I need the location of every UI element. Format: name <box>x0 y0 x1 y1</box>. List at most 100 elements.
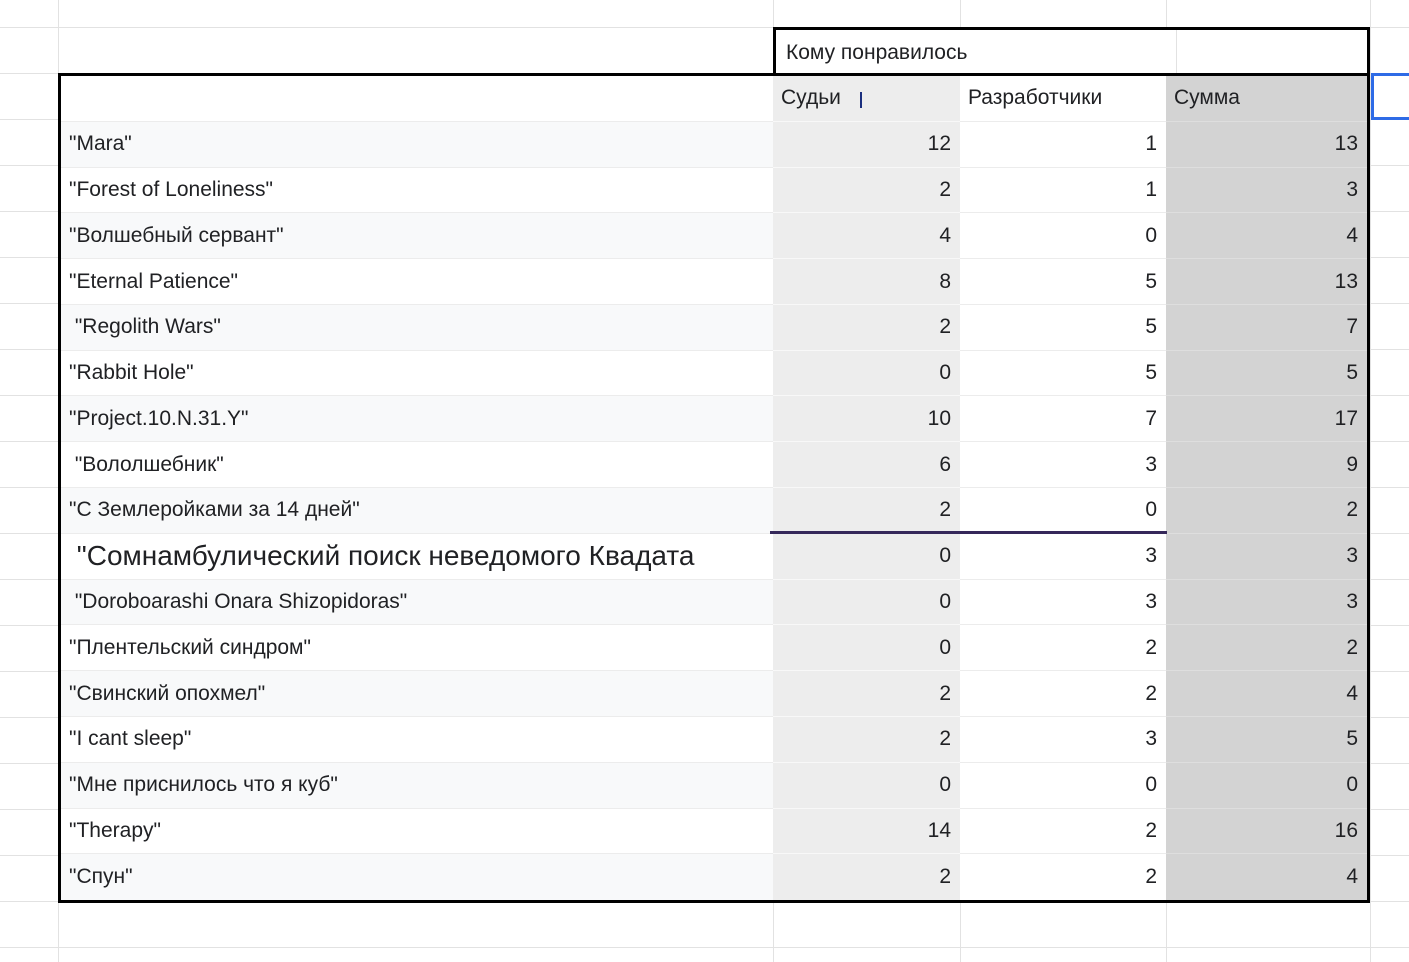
developers-value-cell[interactable]: 0 <box>960 488 1166 534</box>
table-row: "Forest of Loneliness" 2 1 3 <box>61 167 1367 214</box>
table-row: "Project.10.N.31.Y" 10 7 17 <box>61 396 1367 443</box>
developers-value-cell[interactable]: 2 <box>960 671 1166 717</box>
game-name-cell[interactable]: "Вололшебник" <box>61 442 773 489</box>
selected-cell-cursor[interactable] <box>1371 73 1409 120</box>
game-name-cell[interactable]: "С Землеройками за 14 дней" <box>61 488 773 534</box>
developers-value-cell[interactable]: 2 <box>960 808 1166 855</box>
table-row: "Спун" 2 2 4 <box>61 854 1367 901</box>
game-name-cell[interactable]: "Мне приснилось что я куб" <box>61 762 773 809</box>
table-row: "Eternal Patience" 8 5 13 <box>61 259 1367 305</box>
developers-value-cell[interactable]: 5 <box>960 304 1166 351</box>
range-purple-border <box>770 531 1167 534</box>
gridline <box>0 947 1409 948</box>
sum-value-cell[interactable]: 4 <box>1166 854 1367 901</box>
table-row: "Regolith Wars" 2 5 7 <box>61 304 1367 351</box>
developers-value-cell[interactable]: 2 <box>960 625 1166 672</box>
developers-value-cell[interactable]: 3 <box>960 579 1166 626</box>
developers-value-cell[interactable]: 3 <box>960 442 1166 489</box>
sum-value-cell[interactable]: 0 <box>1166 762 1367 809</box>
game-name-cell[interactable]: "Сомнамбулический поиск неведомого Квада… <box>61 533 773 580</box>
developers-value-cell[interactable]: 7 <box>960 396 1166 443</box>
sum-value-cell[interactable]: 3 <box>1166 579 1367 626</box>
sum-value-cell[interactable]: 9 <box>1166 442 1367 489</box>
judges-value-cell[interactable]: 14 <box>773 808 960 855</box>
table-row: "Плентельский синдром" 0 2 2 <box>61 625 1367 672</box>
table-row: "I cant sleep" 2 3 5 <box>61 716 1367 763</box>
game-name-cell[interactable]: "Плентельский синдром" <box>61 625 773 672</box>
developers-value-cell[interactable]: 3 <box>960 533 1166 580</box>
sum-value-cell[interactable]: 13 <box>1166 259 1367 305</box>
judges-value-cell[interactable]: 0 <box>773 350 960 397</box>
judges-value-cell[interactable]: 2 <box>773 716 960 763</box>
sum-value-cell[interactable]: 17 <box>1166 396 1367 443</box>
judges-value-cell[interactable]: 6 <box>773 442 960 489</box>
game-name-cell[interactable]: "Спун" <box>61 854 773 901</box>
empty-cell[interactable] <box>1177 30 1367 76</box>
table-row: "Сомнамбулический поиск неведомого Квада… <box>61 533 1367 580</box>
sum-value-cell[interactable]: 5 <box>1166 716 1367 763</box>
header-cell-empty[interactable] <box>61 76 773 122</box>
game-name-cell[interactable]: "Mara" <box>61 121 773 168</box>
game-name-cell[interactable]: "Therapy" <box>61 808 773 855</box>
judges-value-cell[interactable]: 0 <box>773 762 960 809</box>
table-row: "Therapy" 14 2 16 <box>61 808 1367 855</box>
judges-value-cell[interactable]: 0 <box>773 533 960 580</box>
table-row: "Вололшебник" 6 3 9 <box>61 442 1367 489</box>
game-name-cell[interactable]: "Project.10.N.31.Y" <box>61 396 773 443</box>
cell-divider <box>1176 30 1177 76</box>
header-cell-developers[interactable]: Разработчики <box>960 76 1166 122</box>
sum-value-cell[interactable]: 3 <box>1166 533 1367 580</box>
developers-value-cell[interactable]: 5 <box>960 259 1166 305</box>
table-row: "Волшебный сервант" 4 0 4 <box>61 213 1367 260</box>
developers-value-cell[interactable]: 0 <box>960 213 1166 260</box>
judges-value-cell[interactable]: 4 <box>773 213 960 260</box>
judges-value-cell[interactable]: 12 <box>773 121 960 168</box>
game-name-cell[interactable]: "Doroboarashi Onara Shizopidoras" <box>61 579 773 626</box>
merged-header-cell[interactable]: Кому понравилось <box>773 27 1370 76</box>
sum-value-cell[interactable]: 13 <box>1166 121 1367 168</box>
sum-value-cell[interactable]: 5 <box>1166 350 1367 397</box>
gridline <box>1370 0 1371 962</box>
judges-value-cell[interactable]: 2 <box>773 488 960 534</box>
developers-value-cell[interactable]: 0 <box>960 762 1166 809</box>
header-cell-judges[interactable]: Судьи <box>773 76 960 122</box>
game-name-cell[interactable]: "Regolith Wars" <box>61 304 773 351</box>
text-cursor <box>860 92 862 108</box>
game-name-cell[interactable]: "Свинский опохмел" <box>61 671 773 717</box>
sum-value-cell[interactable]: 2 <box>1166 488 1367 534</box>
header-cell-sum[interactable]: Сумма <box>1166 76 1367 122</box>
merged-header-label: Кому понравилось <box>786 41 968 64</box>
gridline <box>0 27 1409 28</box>
judges-value-cell[interactable]: 8 <box>773 259 960 305</box>
votes-table: Судьи Разработчики Сумма "Mara" 12 1 13 … <box>58 73 1370 903</box>
table-header-row: Судьи Разработчики Сумма <box>61 76 1367 122</box>
judges-value-cell[interactable]: 2 <box>773 854 960 901</box>
sum-value-cell[interactable]: 7 <box>1166 304 1367 351</box>
game-name-cell[interactable]: "I cant sleep" <box>61 716 773 763</box>
table-row: "Свинский опохмел" 2 2 4 <box>61 671 1367 717</box>
sum-value-cell[interactable]: 2 <box>1166 625 1367 672</box>
developers-value-cell[interactable]: 1 <box>960 167 1166 214</box>
table-row: "Mara" 12 1 13 <box>61 121 1367 168</box>
sum-value-cell[interactable]: 4 <box>1166 671 1367 717</box>
sum-value-cell[interactable]: 4 <box>1166 213 1367 260</box>
judges-value-cell[interactable]: 2 <box>773 167 960 214</box>
developers-value-cell[interactable]: 1 <box>960 121 1166 168</box>
game-name-cell[interactable]: "Волшебный сервант" <box>61 213 773 260</box>
judges-value-cell[interactable]: 0 <box>773 579 960 626</box>
game-name-cell[interactable]: "Forest of Loneliness" <box>61 167 773 214</box>
developers-value-cell[interactable]: 3 <box>960 716 1166 763</box>
sum-value-cell[interactable]: 3 <box>1166 167 1367 214</box>
table-row: "Rabbit Hole" 0 5 5 <box>61 350 1367 397</box>
table-row: "Doroboarashi Onara Shizopidoras" 0 3 3 <box>61 579 1367 626</box>
table-row: "Мне приснилось что я куб" 0 0 0 <box>61 762 1367 809</box>
developers-value-cell[interactable]: 2 <box>960 854 1166 901</box>
judges-value-cell[interactable]: 2 <box>773 671 960 717</box>
judges-value-cell[interactable]: 10 <box>773 396 960 443</box>
sum-value-cell[interactable]: 16 <box>1166 808 1367 855</box>
judges-value-cell[interactable]: 0 <box>773 625 960 672</box>
judges-value-cell[interactable]: 2 <box>773 304 960 351</box>
game-name-cell[interactable]: "Rabbit Hole" <box>61 350 773 397</box>
developers-value-cell[interactable]: 5 <box>960 350 1166 397</box>
game-name-cell[interactable]: "Eternal Patience" <box>61 259 773 305</box>
